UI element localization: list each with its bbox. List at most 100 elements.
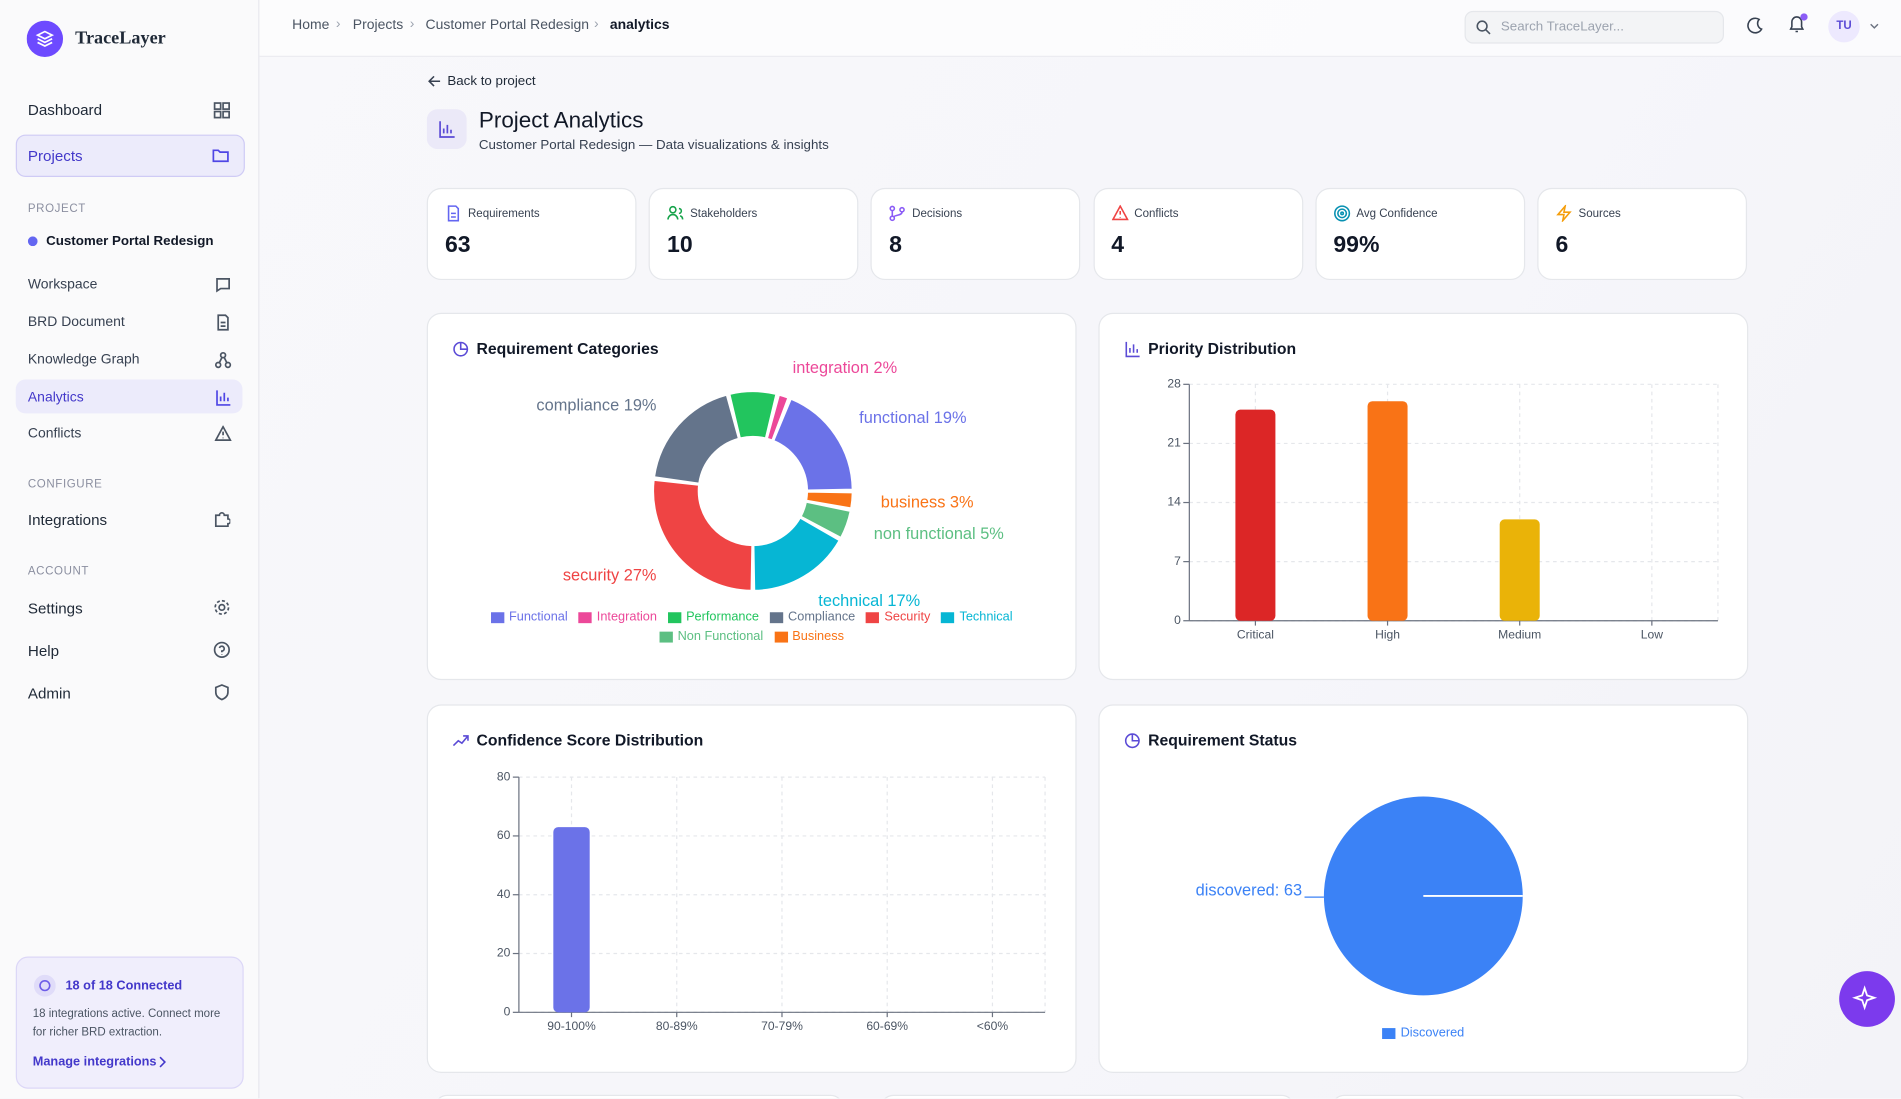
card-title: 18 of 18 Connected — [65, 978, 183, 993]
nav-item[interactable]: Workspace — [27, 277, 98, 293]
active-highlight — [15, 134, 245, 178]
icon — [217, 314, 229, 331]
nav-item[interactable]: Projects — [27, 147, 83, 165]
stat-card: Requirements 63 — [426, 187, 637, 281]
legend-swatch — [659, 631, 673, 642]
nav-item[interactable]: BRD Document — [27, 315, 125, 330]
page-icon — [426, 109, 467, 150]
avatar[interactable] — [1827, 10, 1861, 44]
legend-label: Non Functional — [677, 629, 764, 644]
card-text: 18 integrations active. Connect more for… — [32, 1007, 221, 1040]
icon — [213, 102, 230, 119]
x-tick-label: 90-100% — [547, 1019, 596, 1033]
data-label: functional 19% — [859, 409, 966, 427]
legend-item: Business — [774, 629, 844, 644]
stat-icon — [447, 205, 460, 222]
x-tick-label: Low — [1641, 627, 1663, 641]
nav-item[interactable]: Dashboard — [27, 101, 103, 119]
card-edge — [1331, 1094, 1749, 1099]
nav-item[interactable]: Knowledge Graph — [27, 352, 140, 368]
assistant-button[interactable] — [1838, 970, 1896, 1028]
back-link[interactable]: Back to project — [447, 73, 536, 89]
legend: Discovered — [1148, 1026, 1698, 1040]
x-tick-label: High — [1375, 627, 1400, 641]
project-name: Customer Portal Redesign — [46, 233, 214, 249]
chart-card: Requirement Status discovered: 63 Discover… — [1098, 704, 1749, 1073]
stat-card: Stakeholders 10 — [648, 187, 859, 281]
integrations-card: 18 of 18 Connected 18 integrations activ… — [15, 956, 244, 1089]
legend-swatch — [774, 631, 788, 642]
legend-item: Technical — [941, 610, 1013, 624]
y-tick-label: 40 — [497, 887, 511, 901]
search-box[interactable]: Search TraceLayer... — [1464, 10, 1724, 44]
data-label: technical 17% — [818, 592, 920, 610]
separator: › — [409, 16, 415, 32]
stat-value: 10 — [667, 232, 693, 259]
section-heading: CONFIGURE — [27, 477, 103, 492]
stat-label: Conflicts — [1134, 207, 1179, 221]
stat-icon — [667, 205, 684, 220]
breadcrumb[interactable]: Customer Portal Redesign — [425, 18, 590, 33]
donut-slice — [773, 398, 853, 491]
chart-card: Confidence Score Distribution 0 20 40 60 80 90… — [426, 704, 1077, 1073]
nav-item[interactable]: Admin — [27, 684, 71, 702]
nav-item[interactable]: Settings — [27, 600, 83, 618]
stat-label: Stakeholders — [690, 207, 758, 221]
x-tick-label: 70-79% — [761, 1019, 803, 1033]
legend-swatch — [490, 611, 505, 623]
chart-title: Requirement Categories — [476, 339, 659, 358]
legend-swatch — [667, 611, 682, 623]
legend-label: Performance — [686, 609, 759, 625]
stat-icon — [1111, 204, 1129, 221]
data-label: integration 2% — [793, 359, 898, 377]
stat-card: Sources 6 — [1537, 187, 1748, 281]
breadcrumb[interactable]: Home — [292, 18, 330, 33]
donut-slice — [729, 390, 777, 439]
stat-icon — [1556, 204, 1572, 222]
chart-card: Requirement Categories functional 19% inte… — [426, 312, 1077, 681]
theme-toggle[interactable] — [1747, 17, 1764, 34]
legend: Functional Integration Performance Complian… — [476, 610, 1026, 644]
icon — [216, 277, 230, 293]
icon — [213, 641, 230, 658]
data-label: non functional 5% — [874, 525, 1004, 543]
chart-plot: functional 19% integration 2% compliance 1… — [536, 359, 1004, 610]
icon — [214, 512, 231, 528]
stat-label: Avg Confidence — [1356, 207, 1438, 221]
x-tick-label: Medium — [1498, 627, 1541, 641]
donut-slice — [800, 501, 851, 539]
icon — [33, 974, 56, 997]
y-tick-label: 0 — [504, 1005, 511, 1019]
nav-item[interactable]: Conflicts — [27, 426, 82, 442]
legend-label: Security — [884, 609, 931, 625]
bar — [1235, 409, 1276, 621]
chart-title: Requirement Status — [1148, 731, 1298, 750]
y-tick-label: 60 — [497, 828, 511, 842]
legend-label: Compliance — [788, 609, 856, 625]
icon — [214, 425, 232, 441]
nav-item[interactable]: Integrations — [27, 511, 108, 529]
bar — [1367, 401, 1408, 621]
y-tick-label: 28 — [1167, 377, 1181, 391]
icon — [214, 599, 230, 615]
chart-plot: 0 20 40 60 80 90-100% 80-89% 70-79% 60-69% <60% — [497, 769, 1046, 1033]
x-tick-label: Critical — [1237, 627, 1274, 641]
x-tick-label: 60-69% — [866, 1019, 908, 1033]
legend-item: Non Functional — [659, 629, 763, 644]
title-icon — [452, 735, 469, 747]
y-tick-label: 7 — [1174, 554, 1181, 568]
icon — [212, 149, 229, 163]
separator: › — [335, 16, 341, 32]
nav-item[interactable]: Analytics — [27, 390, 84, 405]
chart-plot: 0 7 14 21 28 Critical High Medium Low — [1167, 377, 1719, 641]
icon — [1870, 23, 1879, 29]
nav-item[interactable]: Help — [27, 642, 60, 660]
chart-plot: discovered: 63 — [1196, 796, 1523, 996]
x-tick-label: <60% — [977, 1019, 1009, 1033]
x-tick-label: 80-89% — [656, 1019, 698, 1033]
legend-swatch — [866, 611, 880, 623]
stat-label: Decisions — [912, 207, 963, 221]
notifications[interactable] — [1787, 12, 1809, 36]
link[interactable]: Manage integrations — [32, 1054, 157, 1070]
breadcrumb[interactable]: Projects — [352, 18, 404, 33]
